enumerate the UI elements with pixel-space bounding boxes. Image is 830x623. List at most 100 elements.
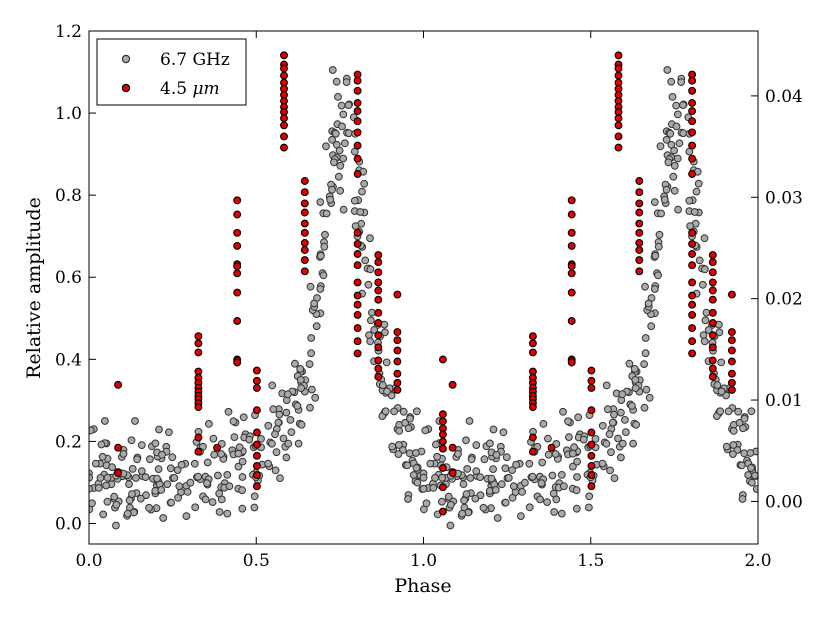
- point-4-5um: [353, 170, 362, 178]
- point-6-7ghz: [326, 195, 335, 204]
- point-6-7ghz: [570, 443, 578, 452]
- point-4-5um: [708, 295, 717, 304]
- point-4-5um: [233, 288, 242, 297]
- point-4-5um: [353, 291, 362, 300]
- point-4-5um: [438, 464, 447, 472]
- point-6-7ghz: [129, 508, 138, 517]
- point-4-5um: [774, 465, 781, 472]
- point-4-5um: [280, 71, 288, 80]
- point-6-7ghz: [654, 242, 663, 251]
- point-4-5um: [300, 219, 309, 228]
- point-6-7ghz: [401, 418, 410, 427]
- point-4-5um: [114, 469, 123, 477]
- point-6-7ghz: [644, 299, 653, 308]
- point-6-7ghz: [647, 322, 656, 331]
- point-6-7ghz: [403, 461, 412, 470]
- point-6-7ghz: [748, 478, 756, 487]
- point-4-5um: [374, 278, 383, 287]
- point-4-5um: [353, 278, 362, 287]
- point-6-7ghz: [307, 334, 316, 342]
- point-6-7ghz: [716, 407, 725, 416]
- y-axis-label: Relative amplitude: [23, 197, 45, 379]
- point-6-7ghz: [740, 414, 749, 423]
- point-4-5um: [300, 188, 309, 197]
- point-4-5um: [353, 228, 362, 237]
- point-4-5um: [614, 121, 623, 130]
- point-6-7ghz: [617, 453, 625, 462]
- point-4-5um: [528, 348, 537, 357]
- y-tick-label: 0.2: [55, 432, 82, 452]
- point-4-5um: [300, 228, 309, 237]
- point-4-5um: [774, 431, 781, 438]
- point-4-5um: [300, 246, 309, 254]
- point-6-7ghz: [272, 448, 281, 457]
- point-6-7ghz: [480, 455, 489, 464]
- point-6-7ghz: [572, 486, 581, 495]
- point-4-5um: [194, 403, 203, 412]
- point-6-7ghz: [163, 480, 172, 489]
- x-tick-label: 1.5: [577, 551, 604, 571]
- point-6-7ghz: [462, 490, 471, 499]
- point-6-7ghz: [537, 479, 546, 488]
- point-6-7ghz: [89, 426, 95, 435]
- point-6-7ghz: [131, 417, 139, 425]
- point-6-7ghz: [268, 439, 276, 448]
- point-6-7ghz: [491, 486, 500, 494]
- point-6-7ghz: [509, 482, 518, 491]
- point-6-7ghz: [650, 198, 659, 207]
- point-4-5um: [528, 447, 537, 456]
- point-6-7ghz: [89, 499, 96, 508]
- point-6-7ghz: [512, 460, 520, 469]
- y-tick-label: 0.4: [55, 350, 82, 370]
- point-4-5um: [708, 372, 717, 381]
- point-4-5um: [614, 51, 623, 60]
- point-6-7ghz: [108, 463, 116, 472]
- point-6-7ghz: [394, 450, 403, 459]
- point-6-7ghz: [458, 509, 467, 518]
- point-6-7ghz: [366, 234, 374, 243]
- point-6-7ghz: [395, 427, 404, 435]
- point-6-7ghz: [330, 158, 338, 167]
- point-6-7ghz: [669, 172, 678, 181]
- point-6-7ghz: [654, 271, 662, 280]
- point-6-7ghz: [245, 435, 254, 444]
- point-6-7ghz: [311, 393, 320, 402]
- point-6-7ghz: [739, 424, 747, 433]
- point-6-7ghz: [158, 450, 166, 459]
- point-6-7ghz: [119, 450, 128, 458]
- point-4-5um: [635, 228, 644, 237]
- point-6-7ghz: [238, 457, 247, 466]
- point-6-7ghz: [291, 359, 299, 368]
- point-4-5um: [438, 417, 447, 426]
- point-6-7ghz: [574, 413, 583, 422]
- point-6-7ghz: [585, 503, 593, 512]
- point-6-7ghz: [664, 158, 673, 167]
- point-4-5um: [688, 250, 697, 258]
- point-6-7ghz: [306, 403, 314, 412]
- point-6-7ghz: [501, 498, 510, 507]
- point-6-7ghz: [551, 450, 560, 458]
- point-6-7ghz: [618, 390, 627, 399]
- point-6-7ghz: [446, 521, 455, 530]
- point-6-7ghz: [618, 439, 627, 448]
- point-4-5um: [688, 86, 697, 95]
- point-6-7ghz: [508, 466, 516, 475]
- point-6-7ghz: [735, 418, 744, 427]
- point-6-7ghz: [296, 376, 305, 384]
- y-tick-label: 1.0: [55, 104, 82, 124]
- point-6-7ghz: [602, 439, 611, 448]
- point-4-5um: [233, 262, 242, 271]
- point-4-5um: [393, 357, 402, 366]
- point-6-7ghz: [344, 101, 353, 109]
- point-4-5um: [688, 291, 697, 300]
- point-6-7ghz: [651, 251, 660, 260]
- point-6-7ghz: [89, 484, 93, 493]
- point-6-7ghz: [614, 434, 622, 443]
- point-4-5um: [688, 324, 697, 333]
- legend-label-4-5um-number: 4.5: [160, 79, 192, 99]
- point-4-5um: [688, 117, 697, 126]
- point-6-7ghz: [429, 484, 438, 492]
- point-6-7ghz: [663, 66, 672, 74]
- point-6-7ghz: [404, 424, 413, 433]
- point-6-7ghz: [165, 428, 173, 437]
